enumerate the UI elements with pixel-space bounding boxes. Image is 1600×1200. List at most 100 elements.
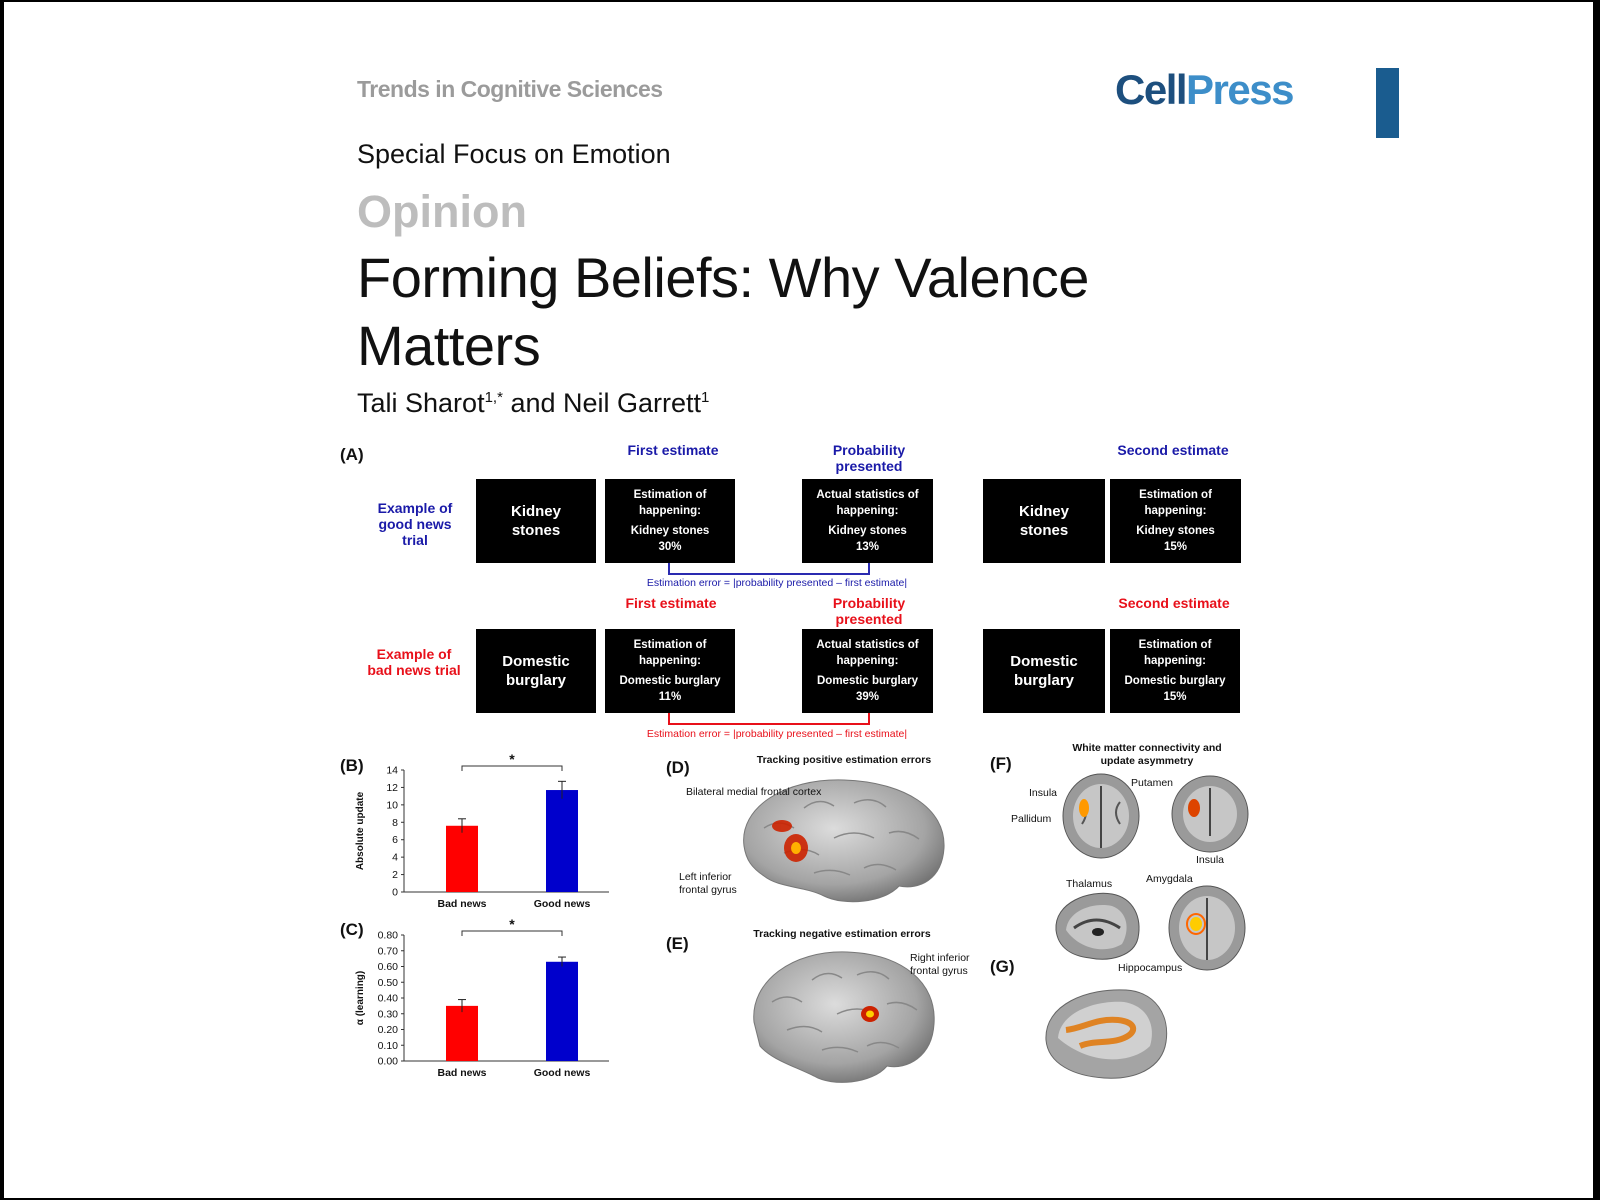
chart-b-tick-label: 12 (386, 782, 398, 794)
author-1: Tali Sharot (357, 388, 485, 418)
good-second-l3: Kidney stones (1136, 525, 1215, 537)
good-second-box: Estimation of happening: Kidney stones 1… (1110, 479, 1241, 563)
chart-b-tick-label: 0 (392, 887, 398, 899)
bad-second-l4: 15% (1163, 691, 1187, 703)
f-insula: Insula (1029, 787, 1058, 799)
chart-b-sig-star: * (509, 752, 515, 767)
chart-c-tick-label: 0.70 (378, 945, 399, 957)
brain-axial-f1-icon (1062, 773, 1140, 859)
bad-stimulus-box-2: Domestic burglary (983, 629, 1105, 713)
bad-trial-label: Example of bad news trial (367, 646, 461, 678)
cellpress-logo: CellPress (1115, 66, 1294, 114)
good-first-box: Estimation of happening: Kidney stones 3… (605, 479, 735, 563)
good-stimulus-box-2: Kidney stones (983, 479, 1105, 563)
bad-first-l4: 11% (658, 691, 682, 703)
panel-b-label: (B) (340, 756, 364, 775)
good-first-l4: 30% (658, 541, 682, 553)
bad-second-header: Second estimate (1118, 595, 1230, 611)
bad-first-header: First estimate (625, 595, 717, 611)
bad-formula: Estimation error = |probability presente… (646, 728, 908, 740)
chart-c: 0.00 0.10 0.20 0.30 0.40 0.50 0.60 0.70 0.80 α (l… (355, 917, 609, 1079)
chart-c-ylabel: α (learning) (355, 971, 366, 1025)
chart-c-tick-label: 0.40 (378, 993, 399, 1005)
panel-a-label: (A) (340, 445, 364, 464)
f-putamen: Putamen (1131, 777, 1174, 789)
chart-b-bar-0 (446, 825, 478, 892)
good-second-l4: 15% (1163, 541, 1188, 553)
f-amygdala: Amygdala (1146, 873, 1193, 885)
bad-first-box: Estimation of happening: Domestic burgla… (605, 629, 735, 713)
title-line-2: Matters (357, 314, 541, 377)
bad-first-l1: Estimation of (633, 639, 707, 651)
panel-e-label1: Right inferior frontal gyrus (910, 952, 970, 977)
bad-prob-l4: 39% (855, 691, 880, 703)
panel-e-label: (E) (666, 934, 689, 953)
chart-c-category-0: Bad news (437, 1067, 486, 1079)
bad-error-bracket (668, 713, 870, 725)
article-type: Opinion (357, 186, 527, 237)
bad-first-l3: Domestic burglary (619, 675, 721, 687)
chart-b-tick-label: 14 (386, 765, 398, 777)
good-second-l1: Estimation of (1139, 489, 1212, 501)
chart-c-sig-bracket (461, 930, 563, 936)
chart-b-category-0: Bad news (437, 898, 486, 910)
good-first-header: First estimate (627, 442, 719, 458)
chart-b-bar-1 (546, 790, 578, 892)
chart-c-tick-label: 0.60 (378, 961, 399, 973)
panel-d-label: (D) (666, 758, 690, 777)
panel-f-label: (F) (990, 754, 1012, 773)
chart-c-sig-star: * (509, 917, 515, 932)
chart-c-tick-label: 0.20 (378, 1024, 399, 1036)
good-error-bracket (668, 563, 870, 575)
panel-g-label: (G) (990, 957, 1015, 976)
good-prob-l1: Actual statistics of (816, 489, 919, 501)
special-focus: Special Focus on Emotion (357, 139, 671, 169)
authors: Tali Sharot1,* and Neil Garrett1 (357, 388, 709, 419)
good-prob-l4: 13% (855, 541, 880, 553)
brain-coronal-f2-icon (1171, 775, 1249, 853)
article-title: Forming Beliefs: Why Valence Matters (357, 244, 1207, 380)
chart-b-ylabel: Absolute update (355, 791, 366, 870)
bad-stimulus-text-2: Domestic burglary (1010, 653, 1078, 689)
good-prob-l2: happening: (836, 505, 899, 517)
f-pallidum: Pallidum (1011, 813, 1052, 825)
chart-b-tick-label: 6 (392, 834, 398, 846)
good-formula: Estimation error = |probability presente… (646, 577, 908, 589)
bad-second-l2: happening: (1144, 655, 1206, 667)
good-trial-label: Example of good news trial (377, 500, 453, 548)
logo-cell: Cell (1115, 66, 1188, 113)
panel-f-title: White matter connectivity and update asy… (1072, 742, 1222, 767)
good-second-l2: happening: (1144, 505, 1207, 517)
good-stimulus-text: Kidney stones (510, 503, 561, 539)
chart-b-tick-label: 2 (392, 869, 398, 881)
bad-prob-header: Probability presented (832, 595, 906, 627)
chart-c-tick-label: 0.10 (378, 1040, 399, 1052)
brain-sagittal-f3-icon (1055, 892, 1140, 960)
brain-lateral-e-icon (753, 951, 935, 1083)
bad-second-l1: Estimation of (1138, 639, 1212, 651)
brain-axial-f4-icon (1168, 885, 1246, 971)
chart-b-tick-label: 4 (392, 852, 398, 864)
chart-b-tick-label: 10 (386, 799, 398, 811)
good-prob-box: Actual statistics of happening: Kidney s… (802, 479, 933, 563)
chart-c-tick-label: 0.00 (378, 1056, 399, 1068)
logo-press: Press (1186, 66, 1294, 113)
bad-prob-box: Actual statistics of happening: Domestic… (802, 629, 933, 713)
chart-b-sig-bracket (461, 765, 563, 771)
page: Trends in Cognitive Sciences CellPress S… (4, 2, 1593, 1198)
panel-d-label1: Bilateral medial frontal cortex (686, 786, 822, 798)
good-prob-header: Probability presented (832, 442, 906, 474)
good-prob-l3: Kidney stones (828, 525, 907, 537)
chart-b: 0 2 4 6 8 10 12 14 Absolute update Bad news Good n… (355, 752, 609, 910)
panel-d-title: Tracking positive estimation errors (756, 754, 932, 766)
author-2-sup: 1 (701, 389, 710, 406)
bad-first-l2: happening: (639, 655, 701, 667)
title-line-1: Forming Beliefs: Why Valence (357, 246, 1089, 309)
bad-stimulus-box: Domestic burglary (476, 629, 596, 713)
panel-c-label: (C) (340, 920, 364, 939)
brain-sagittal-g-icon (1045, 989, 1168, 1079)
chart-c-tick-label: 0.80 (378, 930, 399, 942)
author-2: and Neil Garrett (502, 388, 702, 418)
brain-lateral-d-icon (743, 779, 945, 903)
accent-bar (1376, 68, 1399, 138)
